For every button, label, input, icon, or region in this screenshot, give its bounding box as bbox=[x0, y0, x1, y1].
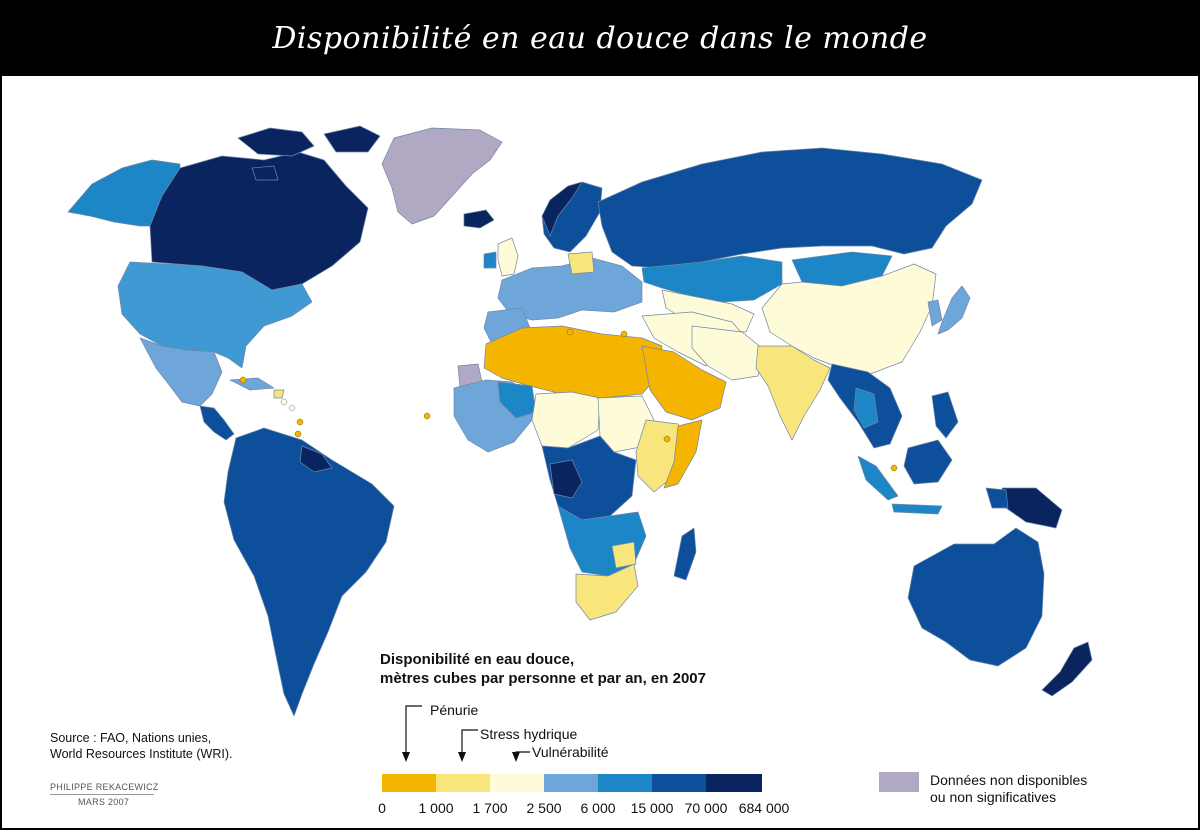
region-zimbabwe bbox=[611, 541, 637, 569]
scale-label-3: 2 500 bbox=[526, 800, 562, 816]
swatch-1 bbox=[436, 774, 490, 792]
threshold-label-vulnerabilite: Vulnérabilité bbox=[532, 744, 609, 760]
region-philippines bbox=[931, 391, 959, 439]
title-bar: Disponibilité en eau douce dans le monde bbox=[0, 0, 1200, 76]
region-new-guinea bbox=[1001, 487, 1063, 529]
region-madagascar bbox=[673, 527, 697, 581]
author-name: PHILIPPE REKACEWICZ bbox=[50, 782, 159, 792]
swatch-3 bbox=[544, 774, 598, 792]
region-congo bbox=[549, 459, 583, 499]
region-japan bbox=[937, 285, 971, 335]
legend-title: Disponibilité en eau douce, mètres cubes… bbox=[380, 650, 706, 688]
penurie-arrow bbox=[405, 705, 422, 756]
region-haiti bbox=[273, 389, 285, 399]
scale-label-5: 15 000 bbox=[630, 800, 674, 816]
no-data-label: Données non disponibles ou non significa… bbox=[930, 772, 1087, 806]
credit-divider bbox=[50, 794, 154, 795]
region-cuba bbox=[229, 377, 275, 391]
region-new-zealand bbox=[1041, 641, 1093, 697]
region-australia bbox=[907, 527, 1045, 667]
author-credit: PHILIPPE REKACEWICZ MARS 2007 bbox=[50, 782, 159, 807]
stress-arrow bbox=[461, 729, 478, 756]
scale-label-2: 1 700 bbox=[472, 800, 508, 816]
region-kazakhstan bbox=[641, 255, 783, 303]
map-panel: Disponibilité en eau douce, mètres cubes… bbox=[2, 76, 1198, 828]
region-central-africa bbox=[541, 435, 637, 521]
region-usa bbox=[117, 261, 313, 369]
region-mexico bbox=[139, 337, 223, 407]
map-title: Disponibilité en eau douce dans le monde bbox=[272, 20, 928, 56]
no-data-line2: ou non significatives bbox=[930, 789, 1057, 805]
region-china bbox=[761, 263, 937, 375]
region-mali-niger bbox=[497, 381, 537, 419]
swatch-2 bbox=[490, 774, 544, 792]
region-papua bbox=[985, 487, 1009, 509]
region-norway bbox=[541, 181, 583, 237]
swatch-6 bbox=[706, 774, 762, 792]
threshold-label-stress: Stress hydrique bbox=[480, 726, 578, 742]
swatch-5 bbox=[652, 774, 706, 792]
world-map bbox=[67, 125, 1093, 717]
color-scale-bar bbox=[382, 774, 762, 792]
legend-scale bbox=[382, 705, 762, 792]
region-russia bbox=[597, 147, 983, 269]
scale-label-7: 684 000 bbox=[738, 800, 790, 816]
region-java bbox=[891, 503, 943, 515]
small-island-markers bbox=[239, 328, 898, 472]
scale-label-4: 6 000 bbox=[580, 800, 616, 816]
region-uk bbox=[497, 237, 519, 277]
region-greenland bbox=[381, 127, 503, 225]
region-thailand bbox=[853, 387, 879, 429]
region-india bbox=[755, 345, 831, 441]
threshold-label-penurie: Pénurie bbox=[430, 702, 479, 718]
source-note: Source : FAO, Nations unies, World Resou… bbox=[50, 730, 232, 762]
legend-title-line1: Disponibilité en eau douce, bbox=[380, 651, 575, 668]
region-poland bbox=[567, 251, 595, 275]
region-arabia bbox=[641, 345, 727, 421]
region-somalia bbox=[663, 419, 703, 489]
region-borneo bbox=[903, 439, 953, 485]
scale-label-0: 0 bbox=[378, 800, 386, 816]
region-south-africa bbox=[575, 563, 639, 621]
source-line2: World Resources Institute (WRI). bbox=[50, 747, 233, 761]
small-island-markers-white bbox=[280, 398, 296, 412]
region-guianas bbox=[299, 445, 333, 473]
region-korea bbox=[927, 299, 943, 327]
no-data-line1: Données non disponibles bbox=[930, 772, 1088, 788]
no-data-swatch bbox=[879, 772, 919, 792]
region-sahel bbox=[531, 391, 601, 449]
region-south-america bbox=[223, 427, 395, 717]
credit-date: MARS 2007 bbox=[78, 797, 130, 807]
legend-title-line2: mètres cubes par personne et par an, en … bbox=[380, 670, 706, 687]
region-ireland bbox=[483, 251, 497, 269]
region-arctic-islands bbox=[237, 125, 381, 181]
region-iran bbox=[691, 325, 763, 381]
region-sumatra bbox=[857, 455, 899, 501]
swatch-4 bbox=[598, 774, 652, 792]
region-iceland bbox=[463, 209, 495, 229]
scale-label-1: 1 000 bbox=[418, 800, 454, 816]
source-line1: Source : FAO, Nations unies, bbox=[50, 731, 212, 745]
region-central-america bbox=[199, 405, 235, 441]
swatch-0 bbox=[382, 774, 436, 792]
scale-label-6: 70 000 bbox=[684, 800, 728, 816]
